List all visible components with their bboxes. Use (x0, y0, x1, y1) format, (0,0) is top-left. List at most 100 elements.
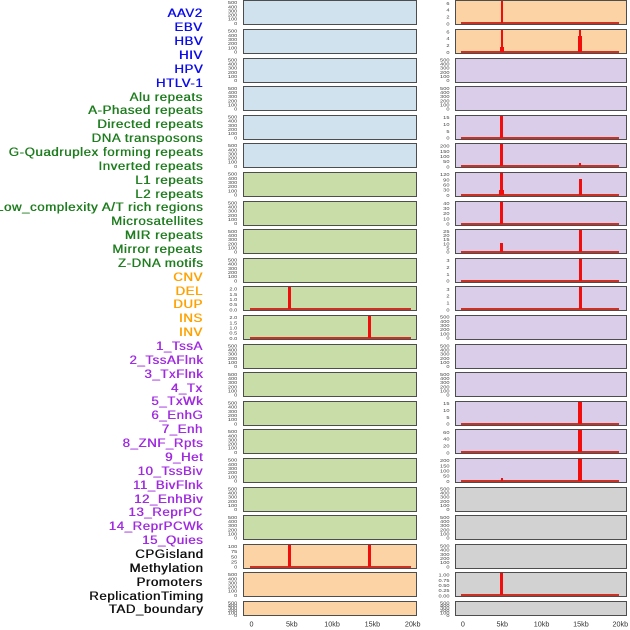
svg-text:100: 100 (440, 503, 450, 508)
svg-text:400: 400 (228, 262, 238, 267)
svg-text:2: 2 (446, 265, 450, 270)
svg-text:400: 400 (228, 61, 238, 66)
svg-text:400: 400 (440, 376, 450, 381)
svg-text:200: 200 (228, 384, 238, 389)
svg-text:300: 300 (228, 495, 238, 500)
svg-text:150: 150 (440, 463, 450, 468)
svg-text:0: 0 (446, 507, 450, 512)
svg-text:500: 500 (440, 343, 450, 348)
svg-text:100: 100 (440, 154, 450, 159)
svg-text:1.0: 1.0 (229, 326, 237, 331)
svg-text:40: 40 (443, 437, 450, 442)
svg-text:100: 100 (228, 544, 238, 549)
svg-text:100: 100 (440, 74, 450, 79)
svg-text:200: 200 (228, 499, 238, 504)
svg-text:500: 500 (228, 57, 238, 62)
svg-text:2.0: 2.0 (229, 315, 237, 320)
svg-text:100: 100 (228, 611, 238, 616)
svg-text:0: 0 (446, 393, 450, 398)
svg-text:150: 150 (440, 149, 450, 154)
svg-text:300: 300 (440, 94, 450, 99)
svg-text:300: 300 (228, 8, 238, 13)
svg-text:400: 400 (228, 347, 238, 352)
svg-text:200: 200 (228, 241, 238, 246)
svg-text:5: 5 (446, 415, 450, 420)
svg-text:300: 300 (440, 523, 450, 528)
svg-text:0: 0 (234, 393, 238, 398)
svg-text:0: 0 (234, 450, 238, 455)
svg-text:200: 200 (228, 156, 238, 161)
svg-text:0: 0 (234, 164, 238, 169)
svg-text:200: 200 (440, 70, 450, 75)
svg-text:4: 4 (446, 36, 450, 41)
svg-text:500: 500 (440, 57, 450, 62)
svg-text:500: 500 (228, 401, 238, 406)
svg-text:300: 300 (228, 123, 238, 128)
svg-text:0.50: 0.50 (439, 583, 450, 588)
svg-text:25: 25 (443, 229, 450, 234)
svg-text:50: 50 (443, 474, 450, 479)
svg-text:0: 0 (446, 78, 450, 83)
svg-text:100: 100 (228, 17, 238, 22)
svg-text:0: 0 (234, 613, 238, 618)
svg-text:10kb: 10kb (534, 619, 550, 628)
svg-text:0: 0 (234, 507, 238, 512)
svg-text:0: 0 (446, 613, 450, 618)
svg-text:1: 1 (446, 300, 450, 305)
svg-text:10: 10 (443, 241, 450, 246)
svg-text:0.5: 0.5 (229, 302, 237, 307)
svg-text:100: 100 (228, 246, 238, 251)
svg-text:300: 300 (440, 606, 450, 611)
svg-text:0: 0 (234, 107, 238, 112)
svg-text:400: 400 (228, 490, 238, 495)
svg-text:400: 400 (440, 61, 450, 66)
svg-text:200: 200 (440, 556, 450, 561)
svg-text:100: 100 (440, 360, 450, 365)
svg-text:400: 400 (228, 176, 238, 181)
svg-text:2: 2 (446, 14, 450, 19)
svg-text:15: 15 (443, 237, 450, 242)
svg-text:300: 300 (440, 352, 450, 357)
svg-text:3: 3 (446, 287, 450, 292)
svg-text:500: 500 (228, 601, 238, 606)
svg-text:400: 400 (228, 433, 238, 438)
svg-text:100: 100 (228, 389, 238, 394)
svg-text:100: 100 (440, 469, 450, 474)
svg-text:200: 200 (440, 327, 450, 332)
svg-text:200: 200 (228, 184, 238, 189)
svg-text:100: 100 (228, 274, 238, 279)
svg-text:100: 100 (228, 532, 238, 537)
svg-text:500: 500 (228, 515, 238, 520)
svg-text:400: 400 (440, 347, 450, 352)
svg-text:500: 500 (228, 229, 238, 234)
svg-text:200: 200 (228, 608, 238, 613)
svg-text:90: 90 (443, 177, 450, 182)
svg-text:100: 100 (228, 217, 238, 222)
svg-text:100: 100 (440, 389, 450, 394)
svg-text:100: 100 (228, 417, 238, 422)
svg-text:0: 0 (446, 307, 450, 312)
svg-text:4: 4 (446, 8, 450, 13)
svg-text:300: 300 (228, 523, 238, 528)
svg-text:100: 100 (440, 103, 450, 108)
svg-text:2: 2 (446, 43, 450, 48)
svg-text:100: 100 (228, 188, 238, 193)
svg-text:0: 0 (446, 536, 450, 541)
svg-text:300: 300 (440, 552, 450, 557)
svg-text:500: 500 (440, 315, 450, 320)
svg-text:400: 400 (440, 519, 450, 524)
svg-text:6: 6 (446, 1, 450, 6)
svg-text:300: 300 (228, 606, 238, 611)
svg-text:200: 200 (228, 213, 238, 218)
svg-text:500: 500 (228, 343, 238, 348)
svg-text:50: 50 (443, 159, 450, 164)
svg-text:500: 500 (440, 601, 450, 606)
svg-text:5kb: 5kb (496, 619, 508, 628)
svg-text:500: 500 (228, 172, 238, 177)
svg-text:300: 300 (228, 237, 238, 242)
svg-text:200: 200 (440, 608, 450, 613)
svg-text:500: 500 (440, 515, 450, 520)
svg-text:400: 400 (228, 33, 238, 38)
svg-text:0.0: 0.0 (229, 307, 237, 312)
svg-text:400: 400 (228, 4, 238, 9)
